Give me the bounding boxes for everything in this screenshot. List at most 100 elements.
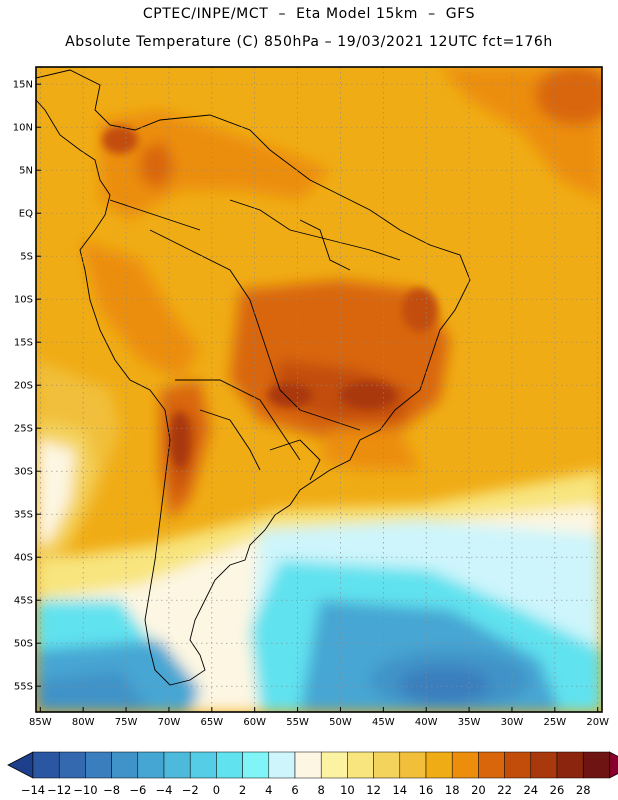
colorbar-swatch: [504, 751, 532, 779]
border-bolivia: [175, 379, 301, 461]
colorbar-label: 18: [445, 783, 460, 797]
colorbar-swatch: [451, 751, 479, 779]
colorbar-label: 12: [366, 783, 381, 797]
border-uruguay: [269, 439, 321, 481]
lon-tick-label: 50W: [329, 717, 352, 728]
colorbar-swatch: [556, 751, 584, 779]
lat-tick-label: 15S: [14, 338, 33, 349]
colorbar-label: −8: [103, 783, 120, 797]
colorbar-swatch: [58, 751, 86, 779]
lat-tick-label: 5S: [20, 252, 33, 263]
coastlines: [36, 69, 471, 686]
field-hotspot-2: [268, 383, 312, 407]
field-hotspot-1: [340, 381, 396, 409]
colorbar: −14 −12 −10 −8 −6 −4 −2 0 2 4 6 8 10 12 14 16 18 20 22 24 26…: [7, 751, 618, 797]
lon-tick-label: 80W: [72, 717, 95, 728]
axis-ticks: 15N 10N 5N EQ 5S 10S 15S 20S 25S 30S 35S 40S 45S 50S 5…: [13, 80, 609, 728]
lon-tick-label: 40W: [415, 717, 438, 728]
border-colombia: [109, 199, 201, 231]
field-drake-cold: [36, 670, 150, 712]
border-brazil-west: [149, 229, 361, 431]
colorbar-swatch: [294, 751, 322, 779]
lon-tick-label: 35W: [458, 717, 481, 728]
lat-tick-label: 35S: [14, 510, 33, 521]
lon-tick-label: 45W: [372, 717, 395, 728]
lat-tick-label: 40S: [14, 553, 33, 564]
lon-tick-label: 30W: [501, 717, 524, 728]
lon-tick-label: 20W: [586, 717, 609, 728]
colorbar-label: −4: [156, 783, 173, 797]
colorbar-label: −10: [73, 783, 97, 797]
colorbar-label: 10: [340, 783, 355, 797]
colorbar-swatch: [582, 751, 610, 779]
lat-tick-label: 45S: [14, 596, 33, 607]
lon-tick-label: 65W: [200, 717, 223, 728]
lon-tick-label: 75W: [115, 717, 138, 728]
field-north-land: [100, 110, 330, 220]
field-pacific-pale: [36, 440, 75, 545]
lat-tick-label: 5N: [19, 166, 33, 177]
lat-tick-label: 10S: [14, 295, 33, 306]
colorbar-swatch: [320, 751, 348, 779]
lat-tick-label: 25S: [14, 424, 33, 435]
colorbar-swatch: [216, 751, 243, 779]
colorbar-swatch: [399, 751, 427, 779]
colorbar-swatch: [373, 751, 401, 779]
lon-tick-label: 70W: [158, 717, 181, 728]
field-hotspot-4: [170, 412, 190, 468]
lon-tick-label: 60W: [243, 717, 266, 728]
colorbar-label: 0: [213, 783, 220, 797]
lon-tick-label: 25W: [544, 717, 567, 728]
colorbar-label: 20: [471, 783, 486, 797]
header-title-line2: Absolute Temperature (C) 850hPa – 19/03/…: [65, 34, 553, 50]
map-frame: [35, 66, 603, 713]
colorbar-swatch: [163, 751, 191, 779]
border-paraguay: [199, 409, 261, 471]
lat-tick-label: EQ: [19, 209, 33, 220]
colorbar-swatch: [111, 751, 139, 779]
colorbar-swatch: [425, 751, 453, 779]
colorbar-swatch: [530, 751, 558, 779]
colorbar-label: 26: [550, 783, 565, 797]
lat-tick-label: 20S: [14, 381, 33, 392]
colorbar-label: 28: [576, 783, 591, 797]
field-peru-coast: [80, 240, 200, 380]
colorbar-label: 22: [497, 783, 512, 797]
colorbar-label: −6: [129, 783, 146, 797]
lat-tick-label: 15N: [13, 80, 33, 91]
colorbar-swatch: [478, 751, 505, 779]
colorbar-label: 4: [265, 783, 272, 797]
field-ne-core: [535, 67, 602, 125]
lat-tick-label: 50S: [14, 639, 33, 650]
field-hotspot-5: [102, 126, 138, 154]
colorbar-swatch: [32, 751, 60, 779]
colorbar-label: −12: [47, 783, 71, 797]
colorbar-swatch: [189, 751, 217, 779]
temperature-field: [36, 67, 602, 712]
colorbar-swatch: [242, 751, 270, 779]
field-colombia-hot: [140, 140, 175, 190]
field-south-brazil: [320, 430, 420, 470]
colorbar-swatch: [347, 751, 374, 779]
lon-tick-label: 55W: [286, 717, 309, 728]
field-hotspot-3: [402, 288, 438, 332]
colorbar-swatch: [85, 751, 112, 779]
lon-tick-label: 85W: [29, 717, 52, 728]
colorbar-label: 24: [523, 783, 538, 797]
colorbar-label: 6: [291, 783, 298, 797]
south-america-coast: [36, 69, 471, 686]
field-cold-center: [400, 667, 490, 703]
lat-tick-label: 10N: [13, 123, 33, 134]
colorbar-label: 14: [392, 783, 407, 797]
colorbar-arrow-right: [609, 751, 618, 779]
colorbar-label: −14: [21, 783, 45, 797]
header-title-line1: CPTEC/INPE/MCT – Eta Model 15km – GFS: [142, 6, 476, 22]
lat-tick-label: 55S: [14, 682, 33, 693]
colorbar-label: −2: [182, 783, 199, 797]
colorbar-label: 8: [318, 783, 325, 797]
colorbar-arrow-left: [7, 751, 34, 779]
colorbar-swatch: [137, 751, 165, 779]
border-guianas: [299, 219, 351, 271]
colorbar-label: 2: [239, 783, 246, 797]
